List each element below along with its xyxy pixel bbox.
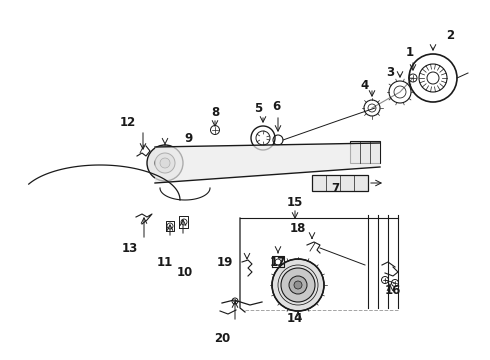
Text: 17: 17 [270, 256, 286, 269]
Text: 3: 3 [386, 66, 394, 78]
Text: 9: 9 [184, 131, 192, 144]
Circle shape [155, 153, 175, 173]
Text: 12: 12 [120, 116, 136, 129]
FancyBboxPatch shape [350, 141, 380, 163]
Text: 11: 11 [157, 256, 173, 269]
Text: 20: 20 [214, 332, 230, 345]
Text: 7: 7 [331, 181, 339, 194]
Circle shape [160, 158, 170, 168]
Circle shape [147, 145, 183, 181]
Text: 6: 6 [272, 99, 280, 112]
Circle shape [294, 281, 302, 289]
Text: 18: 18 [290, 221, 306, 234]
Text: 8: 8 [211, 105, 219, 118]
Text: 16: 16 [385, 284, 401, 297]
Polygon shape [155, 143, 380, 183]
Text: 13: 13 [122, 242, 138, 255]
Circle shape [281, 268, 315, 302]
FancyBboxPatch shape [312, 175, 368, 191]
Text: 2: 2 [446, 28, 454, 41]
Text: 4: 4 [361, 78, 369, 91]
Text: 19: 19 [217, 256, 233, 269]
Circle shape [272, 259, 324, 311]
Text: 5: 5 [254, 102, 262, 114]
Circle shape [289, 276, 307, 294]
Text: 15: 15 [287, 195, 303, 208]
Text: 1: 1 [406, 45, 414, 59]
Text: 10: 10 [177, 266, 193, 279]
Text: 14: 14 [287, 311, 303, 324]
